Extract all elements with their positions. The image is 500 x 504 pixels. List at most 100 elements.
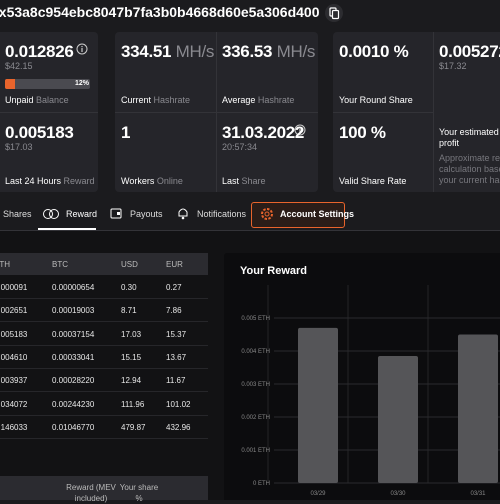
divider: [433, 32, 434, 192]
table-cell: 15.37: [166, 329, 187, 339]
stat-label: Last 24 Hours Reward: [5, 176, 95, 186]
table-cell: 0.00028220: [52, 376, 95, 386]
row-divider: [0, 391, 208, 393]
table-cell: 0.034072: [0, 399, 28, 409]
footer-header: Your share %: [119, 483, 159, 503]
estimate-title: Your estimated daily: [439, 127, 500, 137]
info-icon[interactable]: [76, 43, 88, 55]
label-main: Valid Share Rate: [339, 176, 407, 186]
table-header: [0, 253, 208, 275]
bar: [378, 355, 418, 483]
info-icon[interactable]: [294, 124, 306, 136]
y-tick-label: 0.002 ETH: [241, 415, 270, 421]
tab[interactable]: Payouts: [130, 209, 163, 219]
label-main: Last: [222, 176, 240, 186]
label-sub: Balance: [36, 95, 69, 105]
table-cell: 8.71: [121, 306, 137, 316]
tab-underline: [38, 228, 96, 230]
tab[interactable]: Shares: [3, 209, 32, 219]
stat-unit: MH/s: [276, 42, 316, 61]
y-tick-label: 0.004 ETH: [241, 349, 270, 355]
label-main: Average: [222, 95, 256, 105]
stat-number: 0.005183: [5, 123, 74, 142]
bell-icon: [178, 208, 188, 220]
column-header: BTC: [52, 260, 68, 269]
stat-number: 336.53: [222, 42, 273, 61]
table-cell: 0.01046770: [52, 422, 95, 432]
bar: [298, 327, 338, 483]
divider: [0, 112, 98, 113]
table-cell: 0.003937: [0, 376, 28, 386]
row-divider: [0, 298, 208, 299]
gear-icon: [261, 208, 273, 220]
divider: [333, 112, 433, 113]
label-sub: Reward: [63, 176, 95, 186]
stat-sub: $17.32: [439, 61, 467, 71]
label-main: Last 24 Hours: [5, 176, 62, 186]
table-cell: 111.96: [121, 399, 145, 409]
table-cell: 7.86: [166, 306, 182, 316]
stat-number: 0.0010 %: [339, 42, 409, 61]
stat-value: 31.03.2022: [222, 123, 304, 143]
tab-highlight: [251, 202, 345, 228]
stat-label: Average Hashrate: [222, 95, 294, 105]
stat-sub: $42.15: [5, 61, 33, 71]
table-cell: 0.00033041: [52, 352, 95, 362]
stat-value: 0.005183: [5, 123, 74, 143]
table-cell: 12.94: [121, 376, 142, 386]
tab[interactable]: Account Settings: [280, 209, 355, 219]
x-tick-label: 03/31: [470, 491, 486, 497]
progress-track: [5, 79, 90, 89]
stat-sub: $17.03: [5, 142, 33, 152]
estimate-title: profit: [439, 138, 460, 148]
divider: [216, 32, 217, 192]
stat-number: 100 %: [339, 123, 386, 142]
copy-button[interactable]: [324, 3, 344, 23]
estimate-desc: calculation based on: [439, 164, 500, 174]
stat-label: Your Round Share: [339, 95, 413, 105]
tab[interactable]: Notifications: [197, 209, 247, 219]
footer-header: Reward (MEV included): [66, 483, 116, 503]
stat-value: 336.53 MH/s: [222, 42, 315, 62]
x-tick-label: 03/29: [310, 491, 326, 497]
label-sub: Hashrate: [257, 95, 295, 105]
stat-value: 0.0010 %: [339, 42, 409, 62]
bar: [458, 334, 498, 483]
row-divider: [0, 437, 208, 439]
table-cell: 0.00244230: [52, 399, 95, 409]
label-main: Your Round Share: [339, 95, 413, 105]
stat-label: Current Hashrate: [121, 95, 190, 105]
table-cell: 0.00019003: [52, 306, 95, 316]
y-tick-label: 0.003 ETH: [241, 382, 270, 388]
table-cell: 0.002651: [0, 306, 28, 316]
row-divider: [0, 344, 208, 346]
table-footer: [0, 476, 208, 500]
y-tick-label: 0 ETH: [253, 481, 270, 487]
x-tick-label: 03/30: [390, 491, 406, 497]
table-cell: 0.27: [166, 283, 182, 292]
tab-border: [0, 230, 500, 231]
estimate-desc: your current hashrate: [439, 175, 500, 185]
label-sub: Online: [156, 176, 183, 186]
table-cell: 101.02: [166, 399, 191, 409]
stat-label: Last Share: [222, 176, 266, 186]
table-cell: 0.004610: [0, 352, 28, 362]
reward-icon: [43, 209, 59, 219]
stat-number: 1: [121, 123, 131, 142]
stat-value: 0.012826: [5, 42, 74, 62]
tab[interactable]: Reward: [66, 209, 98, 219]
label-sub: Hashrate: [153, 95, 191, 105]
progress-label: 12%: [75, 80, 90, 87]
table-cell: 0.000091: [0, 283, 28, 292]
table-cell: 0.00037154: [52, 329, 95, 339]
table-cell: 15.15: [121, 352, 142, 362]
table-cell: 17.03: [121, 329, 142, 339]
label-main: Workers: [121, 176, 155, 186]
wallet-address: 0x53a8c954ebc8047b7fa3b0b4668d60e5a306d4…: [0, 4, 320, 20]
estimate-desc: Approximate reward: [439, 153, 500, 163]
row-divider: [0, 321, 208, 323]
chart-title: Your Reward: [240, 265, 308, 277]
stat-value: 1: [121, 123, 130, 143]
y-tick-label: 0.001 ETH: [241, 448, 270, 454]
